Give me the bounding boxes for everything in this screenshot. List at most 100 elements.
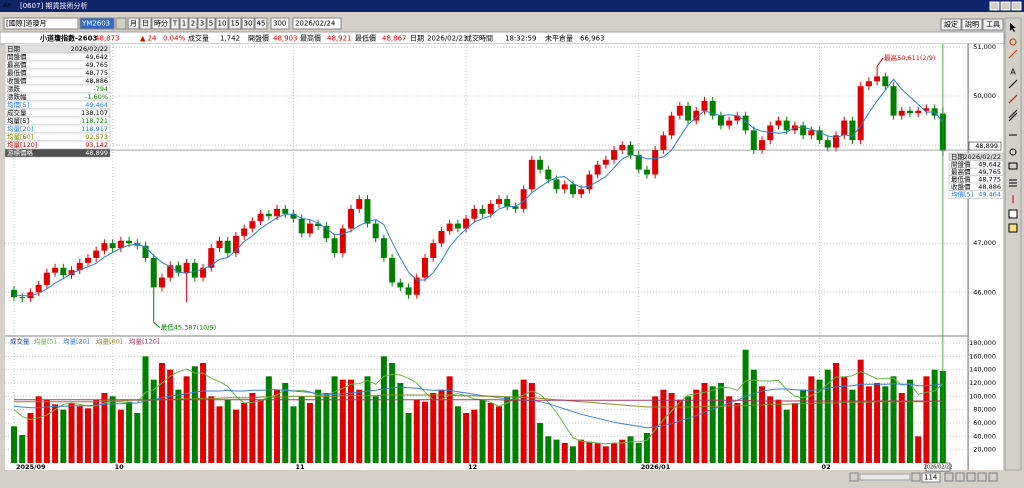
volume-bar <box>274 389 281 463</box>
channel-tool[interactable] <box>1008 109 1018 122</box>
export-button[interactable] <box>988 472 998 482</box>
candle-body <box>611 149 618 160</box>
candle-body <box>520 189 527 209</box>
zoom-in-button[interactable] <box>955 472 965 482</box>
candle-body <box>701 100 708 111</box>
period-button[interactable] <box>215 17 229 30</box>
period-label: 15 <box>231 20 240 28</box>
volume-bar <box>553 439 560 463</box>
volume-bar <box>109 396 116 463</box>
volume-bar <box>915 436 922 463</box>
candle-body <box>446 223 453 231</box>
close-button[interactable] <box>1011 1 1022 11</box>
volume-bar <box>93 399 100 463</box>
period-button[interactable] <box>254 17 268 30</box>
tool-button[interactable] <box>940 18 962 31</box>
tool-button[interactable] <box>961 18 983 31</box>
market-select[interactable] <box>3 17 79 30</box>
info-value: 48,899 <box>85 149 108 157</box>
pointer-tool[interactable] <box>1010 23 1016 32</box>
volume-bar <box>68 403 75 463</box>
quote-value: 48,867 <box>382 35 407 43</box>
volume-bar <box>594 443 601 463</box>
volume-bar <box>142 356 149 463</box>
volume-bar <box>833 363 839 463</box>
period-button[interactable] <box>139 17 152 30</box>
period-button[interactable] <box>151 17 171 30</box>
zoom-out-button[interactable] <box>944 472 954 482</box>
x-tick-label: 2025/09 <box>16 463 46 471</box>
ray-tool[interactable] <box>1008 94 1018 104</box>
days-input[interactable] <box>270 17 290 30</box>
period-button[interactable] <box>179 17 189 30</box>
tool-button[interactable] <box>982 18 1004 31</box>
period-button[interactable] <box>228 17 242 30</box>
period-button[interactable] <box>206 17 216 30</box>
print-button[interactable] <box>977 472 987 482</box>
scroll-track[interactable] <box>859 473 911 481</box>
volume-bar <box>701 383 708 463</box>
candle-body <box>101 243 108 251</box>
volume-bar <box>101 393 108 463</box>
volume-bar <box>767 396 774 463</box>
candle-body <box>734 115 741 121</box>
chart-area <box>5 44 968 470</box>
candle-body <box>52 267 59 273</box>
quote-label: 日期 <box>410 35 424 43</box>
quote-value: 48,921 <box>327 35 352 43</box>
price-change-pct: 0.04% <box>163 35 186 43</box>
fib-tool[interactable] <box>1009 179 1017 187</box>
date-select[interactable] <box>292 17 342 30</box>
volume-bar <box>158 363 165 463</box>
candle-body <box>274 208 281 217</box>
tooltip-label: 最低價 <box>951 175 971 184</box>
info-value: 118,917 <box>81 125 108 133</box>
volume-bar <box>43 399 50 463</box>
volume-bar <box>11 426 17 463</box>
candle-body <box>232 235 239 254</box>
volume-bar <box>734 403 741 463</box>
candle-body <box>504 199 511 207</box>
x-tick-label: 11 <box>295 463 305 471</box>
maximize-button[interactable] <box>1000 1 1011 11</box>
period-button[interactable] <box>197 17 207 30</box>
volume-bar <box>627 436 634 463</box>
zoom-tool[interactable] <box>1009 38 1017 46</box>
scroll-left[interactable] <box>849 472 859 482</box>
line-tool[interactable] <box>1008 79 1018 89</box>
volume-bar <box>298 396 305 463</box>
info-label: 最低價 <box>7 68 27 77</box>
save-tool[interactable] <box>1008 223 1018 233</box>
info-label: 開盤價 <box>7 52 27 61</box>
rect-tool[interactable] <box>1008 162 1018 170</box>
search-button[interactable] <box>115 17 127 30</box>
pen-tool[interactable] <box>1008 49 1018 59</box>
candle-body <box>191 262 198 278</box>
settings-button[interactable] <box>966 472 976 482</box>
period-button[interactable] <box>188 17 198 30</box>
tooltip-row <box>948 190 1004 199</box>
volume-bar <box>759 386 766 463</box>
tooltip-label: 均價[5] <box>951 190 973 199</box>
info-label: 游標價格 <box>7 148 34 157</box>
volume-bar <box>693 389 700 463</box>
candle-body <box>257 213 264 222</box>
count-box[interactable] <box>921 472 941 483</box>
erase-tool[interactable] <box>1008 209 1018 219</box>
circle-tool[interactable] <box>1009 148 1017 156</box>
period-label: 1 <box>182 20 186 28</box>
period-button[interactable] <box>127 17 140 30</box>
text-tool[interactable]: A <box>1010 68 1016 77</box>
period-button[interactable] <box>241 17 255 30</box>
period-button[interactable] <box>170 17 180 30</box>
volume-bar <box>265 376 272 463</box>
quote-label: 未平倉量 <box>545 34 573 43</box>
candle-body <box>471 208 478 219</box>
minimize-button[interactable] <box>989 1 1000 11</box>
code-input[interactable] <box>79 17 115 30</box>
candle-body <box>775 120 782 126</box>
candle-body <box>306 223 313 234</box>
volume-bar <box>676 399 683 463</box>
scroll-right[interactable] <box>911 472 921 482</box>
